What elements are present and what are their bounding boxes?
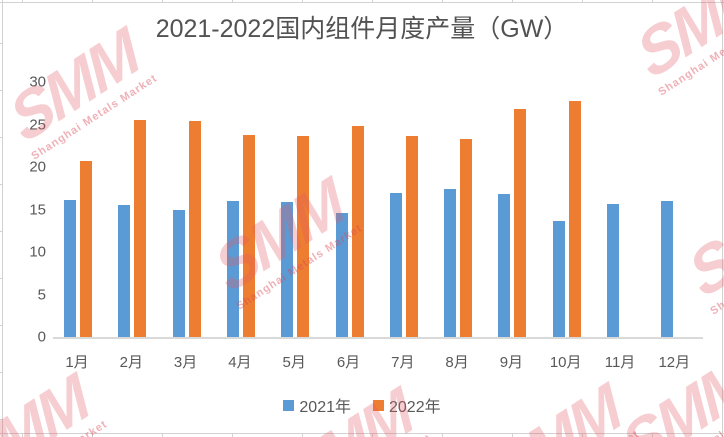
worksheet-gridline bbox=[512, 0, 513, 2]
legend-swatch-icon bbox=[373, 399, 384, 411]
worksheet-gridline bbox=[722, 434, 723, 437]
worksheet-gridline bbox=[582, 0, 583, 2]
bar-2022年-2月[interactable] bbox=[134, 120, 147, 337]
worksheet-gridline bbox=[302, 0, 303, 2]
worksheet-gridline bbox=[512, 434, 513, 437]
legend-item-2022年[interactable]: 2022年 bbox=[373, 393, 441, 417]
bar-2021年-4月[interactable] bbox=[226, 201, 239, 337]
x-tick-label-9月: 9月 bbox=[499, 354, 524, 371]
worksheet-gridline bbox=[0, 184, 2, 185]
bar-2021年-12月[interactable] bbox=[661, 201, 674, 337]
y-tick-label-5: 5 bbox=[37, 286, 46, 303]
worksheet-gridline bbox=[442, 434, 443, 437]
bar-2021年-10月[interactable] bbox=[552, 221, 565, 337]
x-tick-label-6月: 6月 bbox=[336, 354, 361, 371]
bar-2022年-5月[interactable] bbox=[297, 135, 310, 337]
worksheet-gridline bbox=[232, 0, 233, 2]
x-tick-label-10月: 10月 bbox=[549, 354, 582, 371]
worksheet-gridline bbox=[0, 90, 2, 91]
bar-2021年-2月[interactable] bbox=[118, 205, 131, 337]
worksheet-gridline bbox=[652, 0, 653, 2]
y-tick-label-30: 30 bbox=[29, 73, 46, 91]
bar-2022年-7月[interactable] bbox=[405, 136, 418, 337]
y-tick-label-10: 10 bbox=[29, 243, 46, 261]
worksheet-gridline bbox=[0, 43, 2, 44]
x-tick-label-7月: 7月 bbox=[391, 354, 415, 371]
x-tick-label-2月: 2月 bbox=[119, 354, 143, 371]
worksheet-gridline bbox=[2, 0, 3, 437]
worksheet-gridline bbox=[22, 0, 23, 2]
worksheet-gridline bbox=[722, 0, 723, 437]
chart-title: 2021-2022国内组件月度产量（GW） bbox=[155, 15, 569, 43]
worksheet-gridline bbox=[0, 325, 2, 326]
bar-2021年-8月[interactable] bbox=[444, 189, 457, 337]
bar-2021年-6月[interactable] bbox=[335, 212, 348, 337]
worksheet-gridline bbox=[162, 0, 163, 2]
bar-2021年-5月[interactable] bbox=[281, 201, 294, 337]
bar-2021年-7月[interactable] bbox=[389, 192, 402, 337]
legend-swatch-icon bbox=[283, 399, 295, 411]
x-axis-line bbox=[53, 337, 703, 339]
legend-item-2021年[interactable]: 2021年 bbox=[283, 393, 351, 417]
x-tick-label-5月: 5月 bbox=[282, 354, 306, 371]
legend-label: 2021年 bbox=[299, 399, 351, 416]
worksheet-gridline bbox=[92, 0, 93, 2]
worksheet-gridline bbox=[0, 137, 2, 138]
worksheet-gridline bbox=[0, 278, 2, 279]
bar-2022年-8月[interactable] bbox=[460, 138, 473, 337]
bar-2022年-3月[interactable] bbox=[188, 121, 201, 337]
bar-2022年-9月[interactable] bbox=[514, 109, 527, 337]
bar-2022年-6月[interactable] bbox=[351, 126, 364, 337]
bar-2022年-1月[interactable] bbox=[80, 161, 92, 337]
x-tick-label-11月: 11月 bbox=[604, 354, 636, 371]
worksheet-gridline bbox=[0, 419, 2, 420]
x-tick-label-3月: 3月 bbox=[173, 354, 198, 371]
x-tick-label-1月: 1月 bbox=[65, 354, 89, 371]
worksheet-gridline bbox=[372, 0, 373, 2]
y-tick-label-0: 0 bbox=[37, 328, 46, 346]
worksheet-gridline bbox=[92, 434, 93, 437]
x-tick-label-8月: 8月 bbox=[445, 354, 469, 371]
bar-2021年-9月[interactable] bbox=[498, 194, 511, 337]
worksheet-gridline bbox=[372, 434, 373, 437]
worksheet-gridline bbox=[722, 0, 723, 2]
worksheet-gridline bbox=[302, 434, 303, 437]
worksheet-gridline bbox=[0, 372, 2, 373]
bar-2021年-1月[interactable] bbox=[64, 200, 76, 337]
worksheet-gridline bbox=[162, 434, 163, 437]
y-tick-label-20: 20 bbox=[29, 158, 46, 176]
worksheet-gridline bbox=[0, 231, 2, 232]
smm-logo-icon: SMM bbox=[626, 0, 724, 93]
bar-2022年-4月[interactable] bbox=[242, 134, 255, 337]
worksheet-gridline bbox=[652, 434, 653, 437]
y-tick-label-25: 25 bbox=[29, 116, 46, 133]
worksheet-gridline bbox=[442, 0, 443, 2]
smm-logo-icon: SMM bbox=[678, 169, 724, 312]
worksheet-gridline bbox=[232, 434, 233, 437]
y-tick-label-15: 15 bbox=[29, 201, 46, 218]
bar-2021年-11月[interactable] bbox=[607, 204, 619, 337]
bar-2021年-3月[interactable] bbox=[172, 209, 185, 337]
worksheet-gridline bbox=[582, 434, 583, 437]
worksheet-gridline bbox=[0, 433, 724, 434]
bar-2022年-10月[interactable] bbox=[568, 100, 581, 337]
worksheet-gridline bbox=[22, 434, 23, 437]
legend-label: 2022年 bbox=[389, 399, 441, 416]
worksheet-gridline bbox=[0, 2, 724, 3]
x-tick-label-4月: 4月 bbox=[228, 354, 252, 371]
x-tick-label-12月: 12月 bbox=[658, 354, 691, 371]
chart-legend: 2021年 2022年 bbox=[0, 393, 724, 417]
